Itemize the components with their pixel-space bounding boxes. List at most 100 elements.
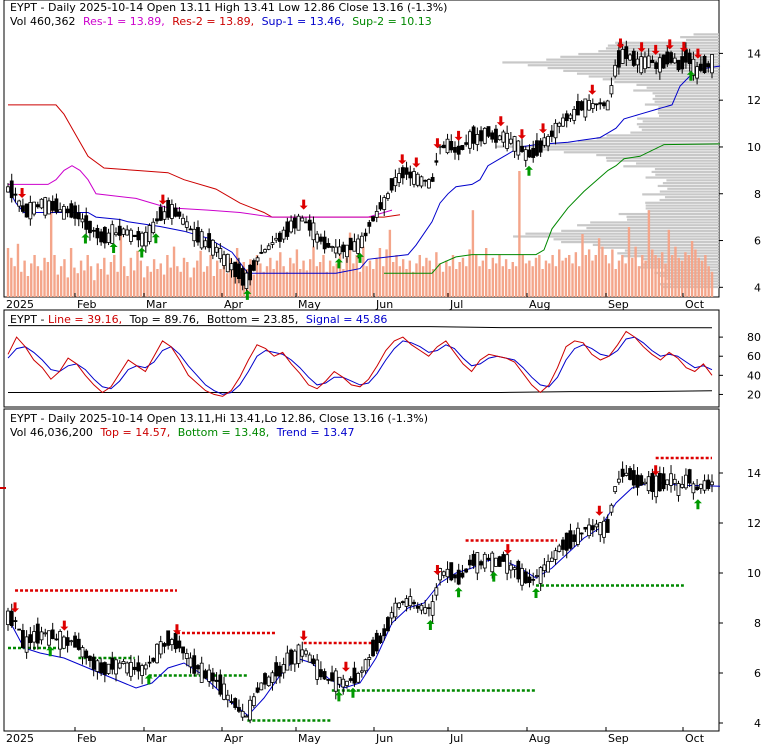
volume-bar — [139, 260, 143, 297]
y-tick-label: 6 — [754, 235, 761, 248]
volume-bar — [149, 271, 152, 297]
volume-bar — [345, 257, 348, 297]
candle-body — [616, 478, 621, 483]
volume-bar — [355, 255, 358, 297]
volume-bar — [156, 269, 159, 297]
volume-profile-bar — [636, 123, 719, 126]
volume-profile-bar — [666, 179, 719, 182]
buy-arrow — [686, 70, 695, 81]
volume-bar — [551, 255, 554, 297]
candle-body — [278, 665, 282, 677]
stat-volume: Vol 460,362 — [10, 15, 75, 28]
volume-bar — [119, 235, 123, 297]
y-tick-label: 10 — [747, 567, 761, 580]
volume-profile-bar — [525, 232, 719, 235]
volume-profile-bar — [647, 210, 719, 213]
candle-body — [263, 673, 267, 685]
buy-arrow — [151, 233, 160, 244]
volume-bar — [79, 260, 83, 297]
candle-body — [95, 660, 100, 672]
candle-body — [169, 204, 174, 219]
buy-arrow — [46, 646, 55, 657]
candle-body — [251, 260, 256, 271]
x-tick-label: Mar — [146, 298, 167, 311]
candle-body — [61, 206, 66, 220]
volume-bar — [109, 262, 113, 297]
candle-body — [13, 193, 18, 196]
candle-body — [43, 632, 48, 635]
candle-body — [307, 219, 312, 231]
candle-body — [80, 647, 85, 658]
volume-profile-bar — [657, 111, 719, 115]
candle-body — [665, 51, 670, 65]
candle-body — [88, 655, 92, 661]
volume-bar — [465, 266, 468, 297]
volume-profile-bar — [621, 255, 719, 258]
candle-body — [199, 231, 204, 249]
candle-body — [538, 567, 543, 584]
volume-bar — [69, 248, 73, 297]
candle-body — [698, 63, 703, 71]
candle-body — [17, 200, 22, 207]
volume-bar — [508, 269, 511, 297]
volume-bar — [66, 277, 69, 297]
volume-profile-bar — [596, 153, 719, 157]
volume-bar — [494, 263, 498, 297]
buy-arrow — [137, 247, 146, 258]
x-tick-label: Oct — [685, 298, 705, 311]
candle-body — [58, 630, 63, 650]
volume-profile-bar — [686, 38, 719, 42]
volume-bar — [348, 232, 352, 297]
sell-arrow — [595, 505, 604, 516]
candle-body — [58, 209, 63, 213]
x-tick-label: May — [298, 732, 321, 745]
stochastic-signal-line — [7, 336, 713, 395]
candle-body — [300, 217, 305, 222]
volume-bar — [209, 255, 212, 297]
candle-body — [657, 472, 662, 492]
volume-bar — [182, 257, 186, 297]
candle-body — [546, 136, 551, 147]
volume-bar — [352, 263, 355, 297]
trend-stat-top: Top = 14.57, — [99, 426, 170, 439]
volume-bar — [687, 255, 690, 297]
candle-body — [20, 630, 25, 649]
candle-body — [531, 147, 536, 158]
volume-bar — [657, 257, 661, 297]
candle-body — [177, 640, 182, 649]
x-tick-label: 2025 — [6, 732, 34, 745]
candle-body — [520, 145, 524, 152]
candle-body — [535, 575, 539, 577]
sell-arrow — [539, 123, 548, 134]
sell-arrow — [299, 630, 308, 641]
volume-bar — [328, 260, 332, 297]
candle-body — [620, 468, 625, 477]
candle-body — [99, 662, 104, 674]
volume-bar — [478, 266, 481, 297]
candle-body — [635, 58, 640, 66]
candle-body — [65, 637, 70, 646]
candle-body — [333, 670, 338, 692]
volume-bar — [581, 234, 584, 297]
trend-x-ticks: 2025 Feb Mar Apr May Jun Jul Aug Sep Oct — [3, 727, 705, 745]
volume-bar — [49, 210, 53, 297]
volume-profile-bar — [645, 204, 719, 207]
support-2-line — [384, 143, 721, 274]
candle-body — [572, 534, 577, 542]
candle-body — [453, 147, 457, 153]
candle-body — [367, 222, 372, 227]
panel-stats: Vol 460,362 Res-1 = 13.89, Res-2 = 13.89… — [10, 15, 432, 28]
sell-arrow — [341, 661, 350, 672]
volume-bar — [225, 273, 229, 297]
volume-bar — [621, 255, 624, 297]
stat-res-2: Res-2 = 13.89, — [172, 15, 254, 28]
candle-body — [147, 225, 152, 243]
volume-bar — [365, 266, 368, 297]
candle-body — [9, 610, 14, 627]
candle-body — [706, 63, 711, 68]
candle-body — [162, 643, 167, 647]
volume-profile-bar — [605, 47, 719, 50]
volume-bar — [325, 271, 328, 297]
candle-body — [631, 50, 636, 66]
volume-bar — [627, 227, 631, 297]
